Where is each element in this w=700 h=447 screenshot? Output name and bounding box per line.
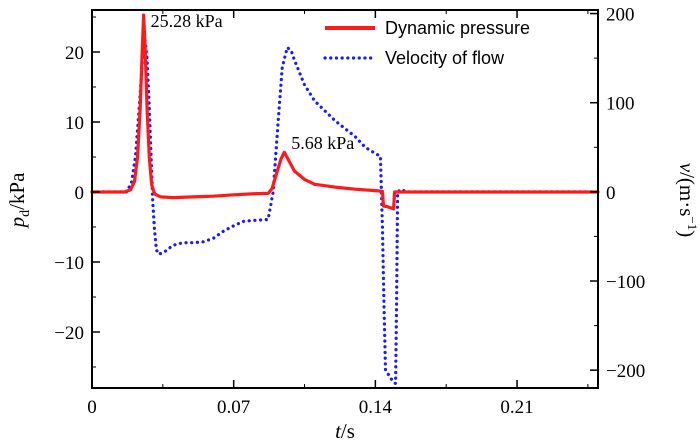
series-layer — [90, 13, 600, 386]
x-axis-label: t/s — [335, 419, 355, 443]
x-tick-label: 0.14 — [359, 397, 393, 418]
y-left-tick-label: −20 — [54, 323, 84, 344]
x-tick-label: 0 — [87, 397, 97, 418]
y-left-tick-label: −10 — [54, 253, 84, 274]
y-right-tick-label: −100 — [606, 272, 645, 293]
legend-label-dynamic-pressure: Dynamic pressure — [385, 18, 530, 38]
x-tick-label: 0.07 — [217, 397, 250, 418]
legend: Dynamic pressure Velocity of flow — [323, 18, 530, 68]
legend-label-velocity-of-flow: Velocity of flow — [385, 48, 505, 68]
y-right-tick-label: 200 — [606, 5, 635, 26]
series-line-velocity-of-flow — [90, 38, 600, 386]
y-right-tick-label: 100 — [606, 94, 635, 115]
y-left-tick-label: 20 — [65, 43, 84, 64]
x-tick-label: 0.21 — [500, 397, 533, 418]
y-left-tick-label: 10 — [65, 113, 84, 134]
y-left-tick-label: 0 — [75, 183, 85, 204]
plot-frame — [91, 9, 599, 389]
series-line-dynamic-pressure — [90, 13, 600, 211]
peak-annotation: 25.28 kPa — [151, 11, 223, 31]
y-right-tick-label: −200 — [606, 361, 645, 382]
y-right-axis-label: v/(m·s−1) — [675, 163, 700, 238]
annotations: 25.28 kPa 5.68 kPa — [151, 11, 355, 153]
y-right-tick-label: 0 — [606, 183, 616, 204]
peak-annotation: 5.68 kPa — [291, 133, 354, 153]
y-left-axis-label: pd/kPa — [5, 172, 33, 230]
